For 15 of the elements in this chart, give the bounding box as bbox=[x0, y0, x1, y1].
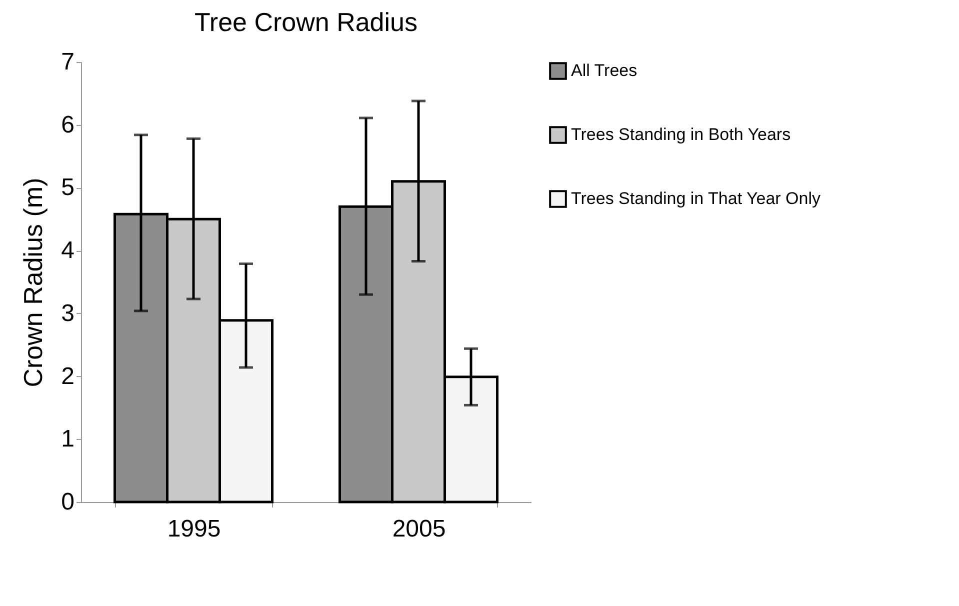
legend-label: Trees Standing in That Year Only bbox=[571, 189, 821, 208]
y-axis-title: Crown Radius (m) bbox=[18, 178, 48, 388]
x-tick-label: 2005 bbox=[392, 516, 446, 542]
y-tick-label: 1 bbox=[61, 426, 74, 453]
y-tick-label: 6 bbox=[61, 111, 74, 138]
y-tick-label: 0 bbox=[61, 488, 74, 516]
legend-label: Trees Standing in Both Years bbox=[571, 125, 791, 144]
y-tick-label: 2 bbox=[61, 362, 74, 390]
chart-title: Tree Crown Radius bbox=[194, 7, 418, 37]
legend-label: All Trees bbox=[571, 61, 638, 80]
y-tick-label: 3 bbox=[61, 300, 74, 327]
x-tick-label: 1995 bbox=[167, 516, 221, 542]
y-tick-label: 4 bbox=[61, 237, 74, 264]
y-tick-label: 7 bbox=[61, 48, 74, 76]
y-tick-label: 5 bbox=[61, 174, 74, 202]
